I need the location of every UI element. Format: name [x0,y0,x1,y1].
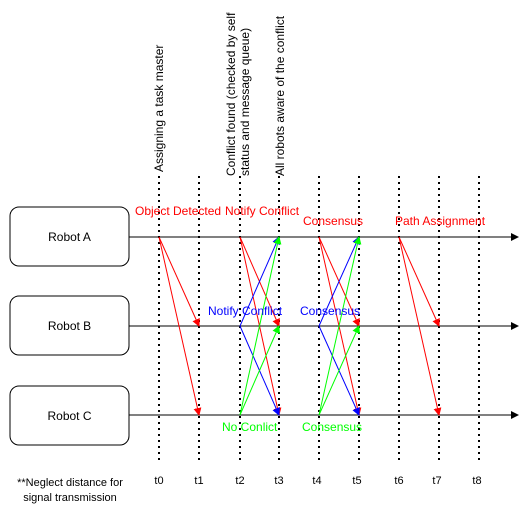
footnote: **Neglect distance for signal transmissi… [17,477,123,504]
footnote-line-2: signal transmission [23,492,117,504]
msg-c-to-a-t2 [239,236,282,416]
msg-c-to-a-t4 [318,236,362,416]
robot-a-label: Robot A [48,230,91,244]
tick-t1: t1 [194,475,203,487]
label-consensus-b: Consensus [300,304,360,318]
phase-label-all-aware: All robots aware of the conflict [273,15,287,176]
msg-c-to-b-t2 [239,325,280,416]
phase-label-conflict-found-line-1: Conflict found (checked by self [224,12,238,176]
msg-a-to-c-t0 [158,236,202,416]
green-messages [239,236,362,416]
label-notify-conflict-a: Notify Conflict [225,204,300,218]
label-object-detected: Object Detected [135,204,221,218]
robot-a-box[interactable]: Robot A [9,206,130,267]
label-consensus-a: Consensus [303,214,363,228]
msg-b-to-a-t2 [239,236,280,327]
event-labels: Object Detected Notify Conflict Consensu… [135,204,486,434]
tick-t7: t7 [432,475,441,487]
msg-a-to-b-t0 [158,236,200,327]
tick-t5: t5 [352,475,361,487]
phase-labels: Assigning a task master Conflict found (… [152,9,287,176]
robot-c-label: Robot C [47,409,91,423]
phase-label-task-master: Assigning a task master [152,45,166,172]
phase-label-conflict-found: Conflict found (checked by self status a… [224,9,252,176]
robot-b-label: Robot B [48,319,91,333]
tick-t3: t3 [274,475,283,487]
tick-t2: t2 [235,475,244,487]
label-path-assignment: Path Assignment [395,214,486,228]
msg-a-to-b-t6 [398,236,440,327]
tick-t4: t4 [312,475,321,487]
label-consensus-c: Consensus [302,420,362,434]
tick-t6: t6 [394,475,403,487]
phase-label-all-aware-line-1: All robots aware of the conflict [273,15,287,176]
phase-label-conflict-found-line-2: status and message queue) [238,28,252,176]
robot-timelines [129,233,519,419]
msg-b-to-a-t4 [318,236,360,327]
tick-t8: t8 [472,475,481,487]
msg-c-to-b-t4 [318,325,360,416]
robot-c-box[interactable]: Robot C [9,385,130,446]
footnote-line-1: **Neglect distance for [17,477,123,489]
label-no-conflict-c: No Conlict [222,420,278,434]
phase-label-task-master-line-1: Assigning a task master [152,45,166,172]
robot-b-box[interactable]: Robot B [9,295,130,356]
time-ticks: t0 t1 t2 t3 t4 t5 t6 t7 t8 [154,475,481,487]
msg-a-to-c-t6 [398,236,442,416]
tick-t0: t0 [154,475,163,487]
label-notify-conflict-b: Notify Conflict [208,304,283,318]
